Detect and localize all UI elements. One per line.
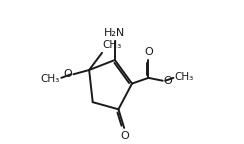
Text: CH₃: CH₃ [41, 74, 60, 84]
Text: O: O [164, 76, 173, 86]
Text: H₂N: H₂N [103, 28, 125, 38]
Text: O: O [63, 69, 72, 79]
Text: O: O [121, 131, 129, 141]
Text: O: O [145, 47, 153, 57]
Text: CH₃: CH₃ [175, 72, 194, 82]
Text: CH₃: CH₃ [103, 40, 122, 50]
